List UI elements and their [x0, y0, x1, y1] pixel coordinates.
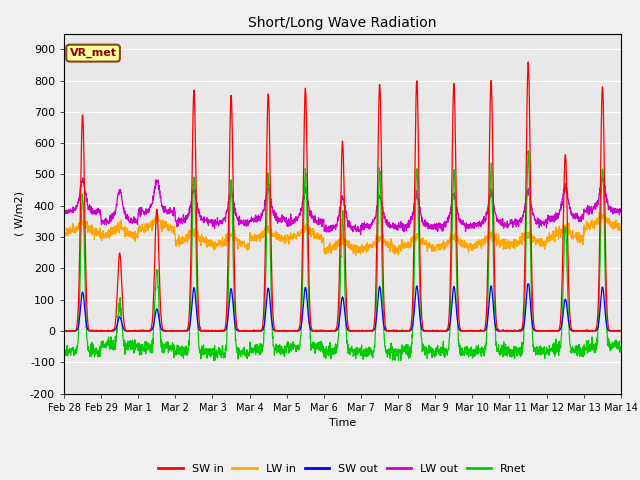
LW out — [60, 209, 68, 215]
SW out — [371, 326, 378, 332]
Rnet — [60, 350, 68, 356]
LW in — [60, 230, 68, 236]
SW out — [504, 328, 512, 334]
SW out — [60, 328, 68, 334]
Line: LW out: LW out — [64, 178, 621, 235]
SW out — [358, 328, 366, 334]
Rnet — [584, 350, 591, 356]
SW in — [60, 328, 68, 334]
Rnet — [568, 346, 576, 351]
Title: Short/Long Wave Radiation: Short/Long Wave Radiation — [248, 16, 436, 30]
LW out — [504, 222, 512, 228]
SW in — [216, 327, 223, 333]
LW out — [356, 232, 364, 238]
LW in — [504, 237, 512, 243]
Rnet — [617, 346, 625, 351]
Text: VR_met: VR_met — [70, 48, 116, 58]
LW in — [216, 240, 223, 245]
Rnet — [504, 344, 512, 349]
Line: Rnet: Rnet — [64, 151, 621, 360]
SW in — [504, 328, 512, 334]
Rnet — [525, 148, 532, 154]
SW out — [568, 328, 575, 334]
SW in — [524, 59, 532, 65]
Rnet — [216, 350, 223, 356]
LW out — [359, 224, 367, 230]
Line: SW in: SW in — [64, 62, 621, 331]
LW in — [568, 232, 575, 238]
LW in — [617, 225, 625, 230]
LW in — [584, 219, 591, 225]
X-axis label: Time: Time — [329, 418, 356, 428]
SW in — [60, 328, 68, 334]
LW out — [216, 221, 223, 227]
LW in — [371, 242, 379, 248]
Legend: SW in, LW in, SW out, LW out, Rnet: SW in, LW in, SW out, LW out, Rnet — [154, 459, 531, 478]
LW out — [598, 175, 605, 181]
LW in — [596, 209, 604, 215]
SW in — [359, 328, 367, 334]
SW in — [568, 327, 576, 333]
SW in — [584, 328, 591, 334]
Line: SW out: SW out — [64, 284, 621, 331]
SW in — [371, 314, 379, 320]
LW out — [584, 209, 591, 215]
LW out — [371, 215, 379, 220]
Line: LW in: LW in — [64, 212, 621, 255]
Rnet — [211, 358, 218, 363]
LW in — [359, 248, 367, 254]
Y-axis label: ( W/m2): ( W/m2) — [14, 191, 24, 236]
LW out — [568, 212, 575, 217]
Rnet — [371, 344, 379, 350]
SW in — [617, 328, 625, 334]
SW out — [524, 281, 532, 287]
SW out — [584, 328, 591, 334]
SW out — [216, 328, 223, 334]
LW in — [352, 252, 360, 258]
Rnet — [359, 352, 367, 358]
LW out — [617, 207, 625, 213]
SW out — [617, 328, 625, 334]
